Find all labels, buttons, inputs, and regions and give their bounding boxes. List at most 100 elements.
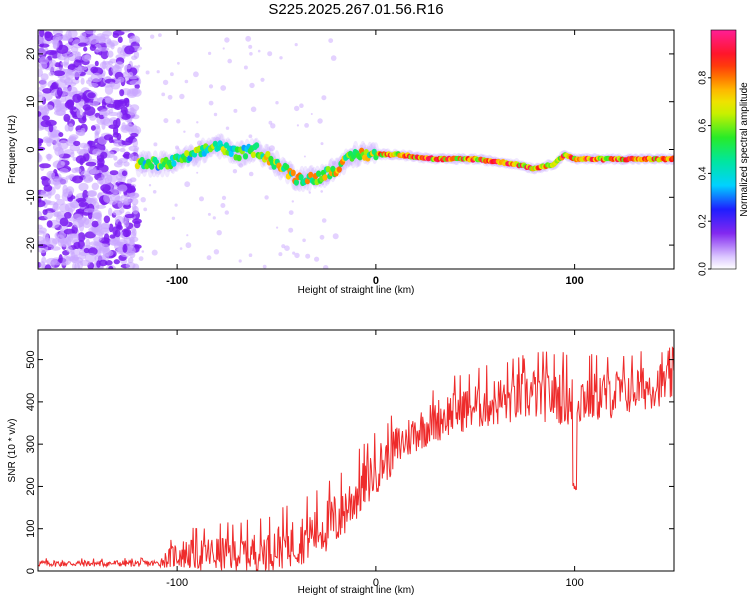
ridge-point: [322, 174, 328, 181]
noise-blob: [76, 148, 89, 155]
noise-dot: [185, 242, 192, 249]
noise-blob: [68, 233, 79, 243]
noise-blob: [97, 217, 102, 226]
snr-series-line: [38, 346, 674, 571]
noise-blob: [123, 220, 129, 228]
noise-dot: [136, 39, 140, 44]
noise-blob: [107, 50, 114, 58]
noise-blob: [66, 246, 73, 253]
noise-blob: [127, 71, 134, 78]
noise-blob: [58, 140, 69, 150]
noise-blob: [56, 234, 65, 243]
noise-blob: [76, 108, 84, 119]
noise-blob: [52, 30, 63, 37]
noise-dot: [308, 191, 311, 194]
noise-blob: [85, 161, 97, 167]
noise-blob: [98, 259, 108, 267]
noise-blob: [39, 56, 49, 65]
noise-blob: [72, 93, 82, 103]
noise-dot: [310, 113, 313, 115]
noise-dot: [294, 43, 298, 47]
noise-blob: [108, 207, 113, 216]
noise-dot: [267, 51, 273, 57]
noise-blob: [109, 170, 119, 176]
noise-blob: [48, 124, 54, 133]
spectrogram-ylabel: Frequency (Hz): [7, 115, 18, 184]
noise-dot: [193, 71, 199, 78]
noise-dot: [332, 233, 339, 240]
noise-blob: [86, 190, 97, 197]
noise-dot: [151, 249, 158, 256]
noise-blob: [117, 221, 122, 230]
noise-blob: [119, 208, 125, 214]
noise-blob: [116, 172, 123, 181]
noise-blob: [129, 192, 140, 199]
noise-blob: [78, 202, 87, 208]
noise-dot: [288, 210, 294, 216]
noise-blob: [120, 106, 128, 115]
noise-blob: [128, 88, 141, 95]
noise-blob: [123, 229, 130, 238]
noise-blob: [129, 239, 135, 249]
noise-dot: [179, 247, 183, 250]
noise-dot: [222, 47, 225, 50]
noise-blob: [62, 184, 68, 195]
noise-blob: [64, 202, 76, 213]
colorbar-gradient: [710, 29, 737, 270]
noise-dot: [276, 226, 279, 229]
noise-blob: [67, 37, 74, 42]
noise-blob: [97, 157, 105, 167]
noise-blob: [63, 113, 71, 122]
noise-blob: [65, 71, 75, 80]
noise-blob: [63, 228, 76, 235]
noise-dot: [249, 52, 253, 56]
noise-blob: [84, 231, 96, 239]
noise-blob: [58, 147, 65, 158]
noise-blob: [120, 113, 131, 120]
noise-dot: [207, 212, 211, 216]
noise-blob: [129, 250, 136, 259]
noise-blob: [130, 106, 135, 114]
y-tick-label: -20: [25, 237, 37, 253]
ridge-point: [254, 142, 260, 149]
noise-blob: [46, 170, 56, 179]
noise-blob: [72, 262, 77, 269]
noise-blob: [103, 215, 111, 224]
noise-dot: [184, 79, 189, 84]
ridge-point: [293, 179, 299, 186]
noise-blob: [108, 265, 114, 269]
noise-blob: [38, 94, 45, 102]
noise-blob: [53, 109, 66, 116]
noise-dot: [331, 160, 337, 165]
noise-blob: [97, 177, 107, 185]
noise-blob: [59, 217, 69, 227]
noise-blob: [93, 43, 102, 53]
noise-dot: [288, 227, 294, 233]
noise-blob: [123, 97, 130, 104]
noise-dot: [163, 118, 169, 124]
noise-blob: [52, 160, 65, 169]
noise-blob: [80, 77, 85, 85]
noise-blob: [114, 196, 123, 204]
noise-blob: [65, 186, 75, 195]
noise-dot: [220, 203, 226, 208]
noise-dot: [216, 230, 222, 236]
noise-blob: [88, 34, 99, 45]
noise-dot: [177, 61, 180, 65]
noise-dot: [248, 253, 253, 257]
colorbar-tick-label: 0.4: [698, 166, 709, 180]
noise-dot: [319, 234, 325, 240]
noise-blob: [59, 103, 66, 110]
noise-dot: [224, 37, 230, 43]
noise-dot: [328, 38, 334, 43]
noise-dot: [167, 94, 173, 100]
noise-dot: [233, 108, 238, 113]
noise-dot: [174, 203, 178, 207]
ridge-point: [298, 174, 304, 181]
noise-blob: [127, 257, 134, 264]
noise-dot: [238, 259, 242, 263]
ridge-point: [212, 140, 218, 148]
noise-dot: [249, 82, 255, 89]
noise-dot: [158, 33, 162, 37]
